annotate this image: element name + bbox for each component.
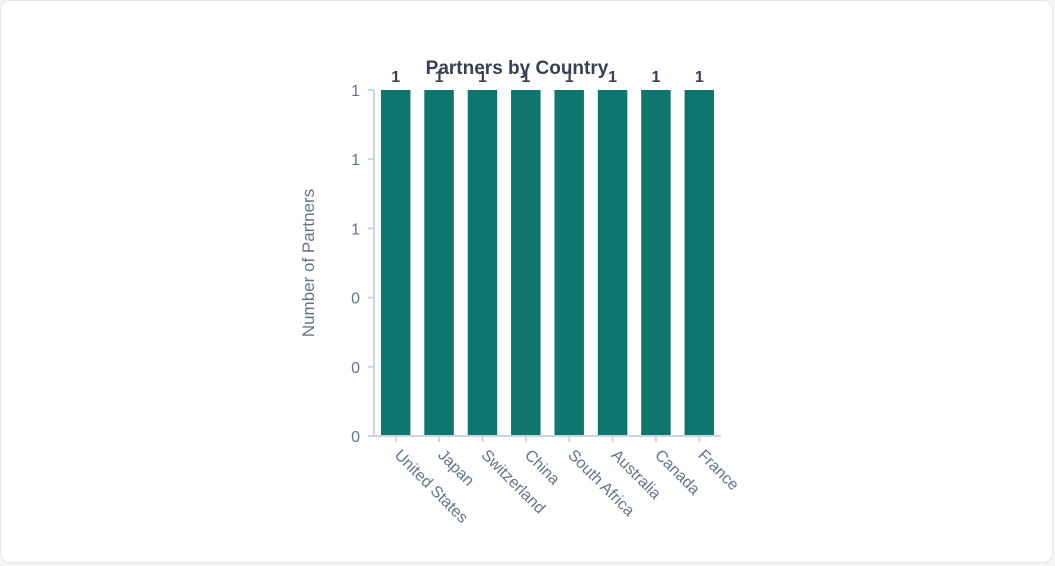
y-tick-label: 1 <box>351 221 360 238</box>
bar <box>597 90 628 436</box>
y-tick-label: 1 <box>351 152 360 169</box>
bar <box>641 90 671 436</box>
data-label: 1 <box>391 69 400 86</box>
data-label: 1 <box>521 69 530 86</box>
chart-title: Partners by Country <box>426 58 609 79</box>
y-tick-label: 0 <box>351 429 360 446</box>
bar <box>511 90 541 436</box>
y-tick-label: 0 <box>351 291 360 308</box>
y-axis-title: Number of Partners <box>299 189 318 337</box>
data-label: 1 <box>565 69 574 86</box>
x-tick-label: China <box>521 447 563 489</box>
bar <box>424 90 454 436</box>
bar <box>467 90 498 436</box>
data-label: 1 <box>608 69 617 86</box>
bar <box>684 90 715 436</box>
y-tick-label: 1 <box>351 83 360 100</box>
bars-group: 1 1 1 1 1 1 1 1 <box>380 69 715 436</box>
y-tick-label: 0 <box>351 360 360 377</box>
data-label: 1 <box>651 69 660 86</box>
data-label: 1 <box>478 69 487 86</box>
data-label: 1 <box>435 69 444 86</box>
bar <box>554 90 584 436</box>
bar <box>380 90 411 436</box>
y-axis: 0 0 0 1 1 1 <box>351 83 375 446</box>
data-label: 1 <box>695 69 704 86</box>
